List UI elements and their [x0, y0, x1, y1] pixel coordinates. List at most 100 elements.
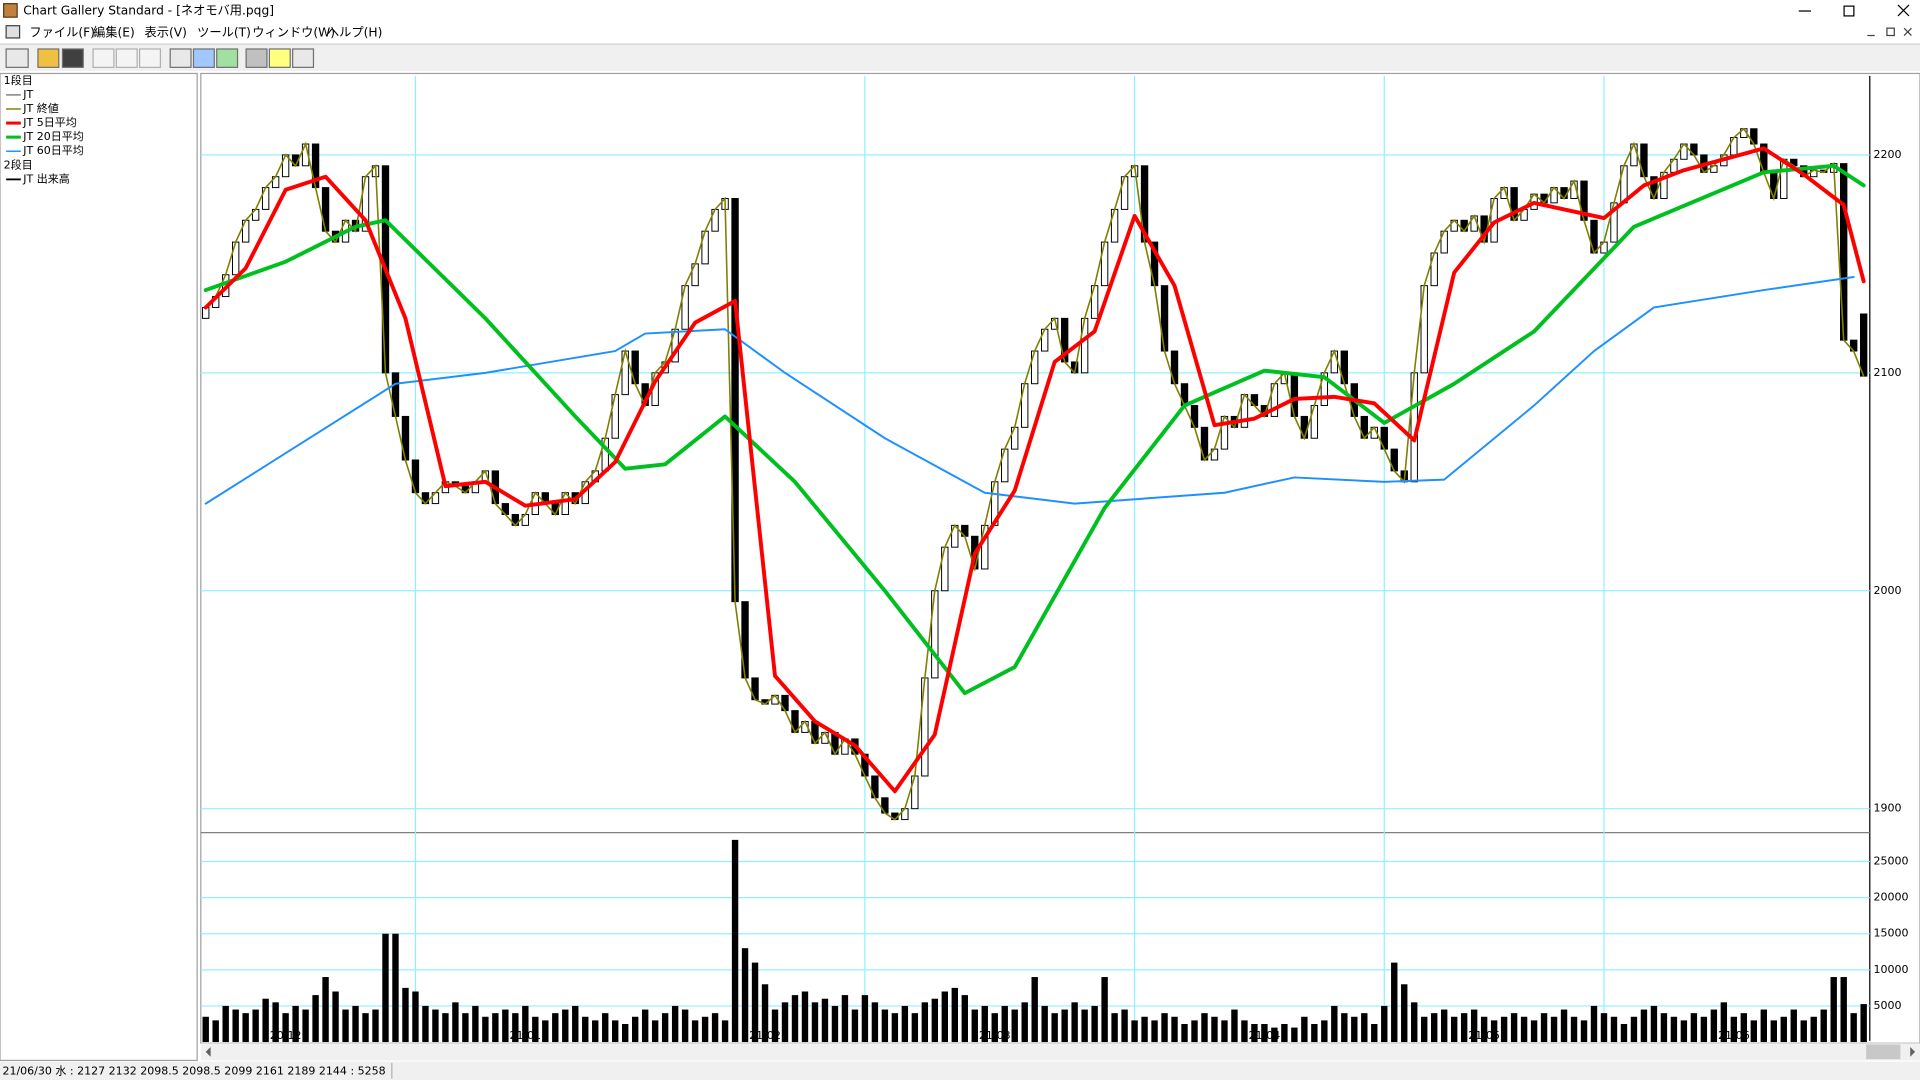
volume-bar — [811, 1002, 819, 1043]
volume-bar — [1281, 1023, 1288, 1043]
volume-bar — [841, 995, 849, 1043]
volume-bar — [871, 1002, 879, 1043]
volume-bar — [1051, 1013, 1058, 1043]
volume-bar — [681, 1009, 689, 1043]
volume-bar — [512, 1013, 519, 1043]
volume-bar — [1840, 977, 1847, 1043]
volume-bar — [602, 1013, 609, 1043]
tool-button[interactable] — [292, 48, 315, 68]
volume-bar — [891, 1013, 899, 1043]
volume-bar — [1081, 1009, 1088, 1043]
tool-button[interactable] — [192, 48, 215, 68]
volume-bar — [282, 1013, 289, 1043]
volume-bar — [1391, 962, 1398, 1043]
tool-button[interactable] — [138, 48, 162, 68]
toolbar — [0, 44, 1920, 72]
tool-button[interactable] — [268, 48, 291, 68]
menu-item[interactable]: ヘルプ(H) — [327, 26, 382, 40]
volume-bar — [1500, 1016, 1508, 1043]
horizontal-scrollbar[interactable] — [200, 1043, 1920, 1061]
y-tick-label: 1900 — [1873, 802, 1901, 815]
volume-bar — [981, 1005, 988, 1043]
volume-bar — [751, 962, 759, 1043]
volume-bar — [731, 839, 739, 1043]
volume-bar — [1620, 1023, 1628, 1043]
volume-bar — [422, 1005, 429, 1043]
close-button[interactable] — [1897, 4, 1910, 17]
volume-bar — [502, 1009, 509, 1043]
tool-button[interactable] — [61, 48, 84, 68]
volume-bar — [1530, 1020, 1538, 1043]
volume-bar — [1421, 1016, 1428, 1043]
volume-bar — [412, 991, 419, 1043]
menu-item[interactable]: 表示(V) — [144, 26, 186, 40]
moving-average-line — [204, 276, 1855, 505]
volume-bar — [1690, 1013, 1698, 1043]
volume-bar — [302, 1009, 309, 1043]
scroll-left[interactable] — [205, 1046, 211, 1057]
volume-bar — [1351, 1016, 1358, 1043]
volume-bar — [771, 1009, 779, 1043]
tool-button[interactable] — [37, 48, 60, 68]
tool-button[interactable] — [5, 48, 29, 68]
volume-bar — [991, 1013, 998, 1043]
volume-bar — [1540, 1013, 1548, 1043]
volume-bar — [352, 1005, 359, 1043]
menu-item[interactable]: ファイル(F) — [29, 26, 95, 40]
legend-label: JT 終値 — [22, 101, 59, 115]
volume-bar — [212, 1020, 219, 1043]
volume-bar — [1590, 1005, 1598, 1043]
status-bar — [0, 1061, 1920, 1080]
volume-bar — [242, 1013, 249, 1043]
volume-tick-label: 10000 — [1873, 963, 1908, 976]
menu-item[interactable]: ウィンドウ(W) — [252, 26, 335, 40]
volume-bar — [612, 1020, 619, 1043]
child-close[interactable] — [1903, 27, 1912, 36]
volume-bar — [931, 998, 939, 1043]
volume-bar — [442, 1013, 449, 1043]
volume-bar — [1570, 1016, 1578, 1043]
menu-item[interactable]: ツール(T) — [197, 26, 251, 40]
menu-item[interactable]: 編集(E) — [93, 25, 135, 40]
volume-bar — [482, 1016, 489, 1043]
title-bar — [0, 0, 1920, 23]
tool-button[interactable] — [92, 48, 115, 68]
child-restore[interactable] — [1886, 27, 1895, 37]
volume-bar — [1680, 1020, 1688, 1043]
volume-bar — [671, 1005, 679, 1043]
tool-button[interactable] — [169, 48, 192, 68]
volume-bar — [532, 1016, 539, 1043]
scroll-right[interactable] — [1910, 1046, 1916, 1057]
tool-button[interactable] — [245, 48, 268, 68]
volume-bar — [961, 995, 968, 1043]
legend-panel — [0, 72, 198, 1062]
volume-bar — [372, 1009, 379, 1043]
volume-bar — [1381, 1005, 1388, 1043]
volume-bar — [462, 1013, 469, 1043]
volume-bar — [1650, 1005, 1658, 1043]
volume-bar — [1231, 1009, 1238, 1043]
volume-bar — [1480, 1016, 1488, 1043]
volume-bar — [572, 1005, 579, 1043]
restore-button[interactable] — [1843, 5, 1855, 17]
volume-bar — [971, 1009, 978, 1043]
volume-bar — [292, 1005, 299, 1043]
volume-bar — [1560, 1009, 1568, 1043]
volume-bar — [1171, 1016, 1178, 1043]
scroll-thumb[interactable] — [1866, 1044, 1901, 1060]
legend-label: JT 60日平均 — [22, 144, 84, 157]
volume-bar — [741, 948, 749, 1043]
volume-bar — [1470, 1009, 1478, 1043]
volume-bar — [1201, 1013, 1208, 1043]
volume-bar — [701, 1016, 709, 1043]
volume-bar — [1750, 1020, 1758, 1043]
volume-bar — [332, 991, 339, 1043]
tool-button[interactable] — [115, 48, 138, 68]
y-tick-label: 2200 — [1873, 148, 1901, 161]
volume-bar — [1001, 1005, 1008, 1043]
tool-button[interactable] — [216, 48, 239, 68]
volume-bar — [801, 991, 809, 1043]
volume-bar — [661, 1013, 669, 1043]
volume-bar — [1131, 1020, 1138, 1043]
volume-tick-label: 15000 — [1873, 927, 1908, 940]
